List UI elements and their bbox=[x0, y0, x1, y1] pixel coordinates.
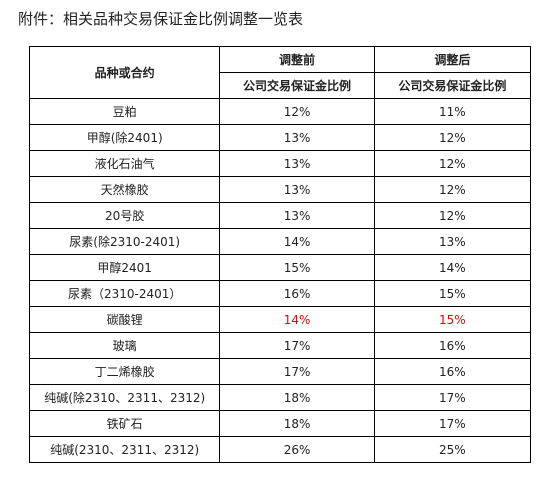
before-ratio-cell: 13% bbox=[219, 176, 375, 203]
subheader-before: 公司交易保证金比例 bbox=[219, 72, 375, 99]
after-ratio-cell: 25% bbox=[373, 436, 532, 463]
table-row: 铁矿石 18% 17% bbox=[28, 410, 532, 437]
product-cell: 玻璃 bbox=[28, 332, 221, 359]
before-ratio-cell: 18% bbox=[219, 410, 375, 437]
after-ratio-cell: 15% bbox=[373, 306, 532, 333]
after-ratio-cell: 12% bbox=[373, 176, 532, 203]
table-row: 豆粕 12% 11% bbox=[28, 98, 532, 125]
before-ratio-cell: 18% bbox=[219, 384, 375, 411]
product-cell: 丁二烯橡胶 bbox=[28, 358, 221, 385]
after-ratio-cell: 17% bbox=[373, 410, 532, 437]
before-ratio-cell: 13% bbox=[219, 202, 375, 229]
document-title: 附件：相关品种交易保证金比例调整一览表 bbox=[18, 10, 304, 28]
table-row: 20号胶 13% 12% bbox=[28, 202, 532, 229]
table-row: 甲醇(除2401) 13% 12% bbox=[28, 124, 532, 151]
product-cell: 纯碱(2310、2311、2312) bbox=[28, 436, 221, 463]
subheader-after: 公司交易保证金比例 bbox=[373, 72, 532, 99]
table-row: 纯碱(除2310、2311、2312) 18% 17% bbox=[28, 384, 532, 411]
table-row: 甲醇2401 15% 14% bbox=[28, 254, 532, 281]
before-ratio-cell: 17% bbox=[219, 332, 375, 359]
product-cell: 20号胶 bbox=[28, 202, 221, 229]
before-ratio-cell: 15% bbox=[219, 254, 375, 281]
before-ratio-cell: 13% bbox=[219, 124, 375, 151]
product-cell: 天然橡胶 bbox=[28, 176, 221, 203]
before-ratio-cell: 14% bbox=[219, 228, 375, 255]
after-ratio-cell: 12% bbox=[373, 202, 532, 229]
before-ratio-cell: 13% bbox=[219, 150, 375, 177]
table-row: 液化石油气 13% 12% bbox=[28, 150, 532, 177]
after-ratio-cell: 12% bbox=[373, 124, 532, 151]
product-cell: 尿素（2310-2401） bbox=[28, 280, 221, 307]
table-row: 纯碱(2310、2311、2312) 26% 25% bbox=[28, 436, 532, 463]
table-row: 尿素(除2310-2401) 14% 13% bbox=[28, 228, 532, 255]
table-row: 天然橡胶 13% 12% bbox=[28, 176, 532, 203]
after-ratio-cell: 16% bbox=[373, 358, 532, 385]
header-after: 调整后 bbox=[373, 46, 532, 73]
margin-ratio-table: 品种或合约 调整前 调整后 公司交易保证金比例 公司交易保证金比例 豆粕 12% 1… bbox=[28, 46, 532, 463]
before-ratio-cell: 12% bbox=[219, 98, 375, 125]
product-cell: 甲醇2401 bbox=[28, 254, 221, 281]
product-cell: 纯碱(除2310、2311、2312) bbox=[28, 384, 221, 411]
header-before: 调整前 bbox=[219, 46, 375, 73]
table-row: 尿素（2310-2401） 16% 15% bbox=[28, 280, 532, 307]
table-row: 碳酸锂 14% 15% bbox=[28, 306, 532, 333]
product-cell: 尿素(除2310-2401) bbox=[28, 228, 221, 255]
product-cell: 豆粕 bbox=[28, 98, 221, 125]
product-cell: 甲醇(除2401) bbox=[28, 124, 221, 151]
after-ratio-cell: 11% bbox=[373, 98, 532, 125]
before-ratio-cell: 16% bbox=[219, 280, 375, 307]
before-ratio-cell: 17% bbox=[219, 358, 375, 385]
after-ratio-cell: 13% bbox=[373, 228, 532, 255]
header-product: 品种或合约 bbox=[28, 46, 221, 99]
product-cell: 铁矿石 bbox=[28, 410, 221, 437]
before-ratio-cell: 14% bbox=[219, 306, 375, 333]
product-cell: 碳酸锂 bbox=[28, 306, 221, 333]
after-ratio-cell: 12% bbox=[373, 150, 532, 177]
after-ratio-cell: 16% bbox=[373, 332, 532, 359]
table-row: 丁二烯橡胶 17% 16% bbox=[28, 358, 532, 385]
after-ratio-cell: 14% bbox=[373, 254, 532, 281]
after-ratio-cell: 15% bbox=[373, 280, 532, 307]
table-subheader-row: 公司交易保证金比例 公司交易保证金比例 bbox=[30, 72, 532, 99]
before-ratio-cell: 26% bbox=[219, 436, 375, 463]
table-row: 玻璃 17% 16% bbox=[28, 332, 532, 359]
after-ratio-cell: 17% bbox=[373, 384, 532, 411]
table-header-row: 品种或合约 调整前 调整后 bbox=[28, 46, 532, 99]
product-cell: 液化石油气 bbox=[28, 150, 221, 177]
table-body: 豆粕 12% 11% 甲醇(除2401) 13% 12% 液化石油气 13% 12% 天然橡胶 13… bbox=[28, 98, 532, 463]
